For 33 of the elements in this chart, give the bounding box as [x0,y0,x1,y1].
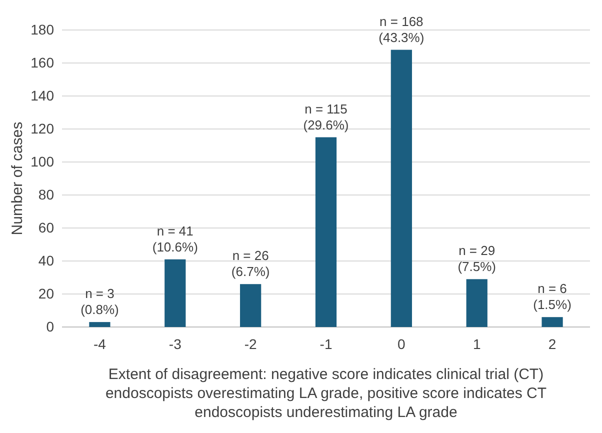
x-tick-label: -4 [93,336,106,352]
bar [89,322,110,327]
y-tick-label: 160 [30,54,54,70]
y-tick-label: 0 [46,318,54,334]
data-label: n = 168 (43.3%) [378,14,424,45]
y-tick-label: 40 [38,252,54,268]
bar [390,50,412,327]
x-tick-label: -2 [244,336,258,352]
x-tick-label: 1 [472,336,481,352]
data-label: n = 3 (0.8%) [80,286,119,318]
x-axis-title: Extent of disagreement: negative score indicates clinical trial (CT) endoscopists overestimating LA grade, positive score indicates CT endoscopists underestimating LA grade [105,366,547,421]
data-label: n = 26 (6.7%) [231,248,270,280]
y-tick-label: 80 [38,186,54,202]
data-label: n = 41 (10.6%) [152,223,198,254]
x-tick-label: 0 [398,336,406,352]
data-label: n = 29 (7.5%) [458,243,496,274]
bar [315,137,337,327]
bar [240,284,262,327]
x-tick-label: -1 [320,336,332,352]
data-label: n = 115 (29.6%) [303,101,349,132]
x-tick-label: 2 [548,336,556,352]
y-tick-label: 180 [30,21,54,38]
y-tick-label: 120 [30,120,54,136]
bar [164,259,186,327]
data-label: n = 6 (1.5%) [533,281,572,312]
y-tick-label: 60 [38,219,54,236]
bar [542,317,563,327]
y-tick-label: 100 [30,153,54,170]
y-tick-label: 20 [38,285,54,302]
y-axis-title: Number of cases [9,122,26,236]
y-tick-label: 140 [30,87,54,104]
bar [466,279,488,327]
x-tick-label: -3 [168,336,182,352]
